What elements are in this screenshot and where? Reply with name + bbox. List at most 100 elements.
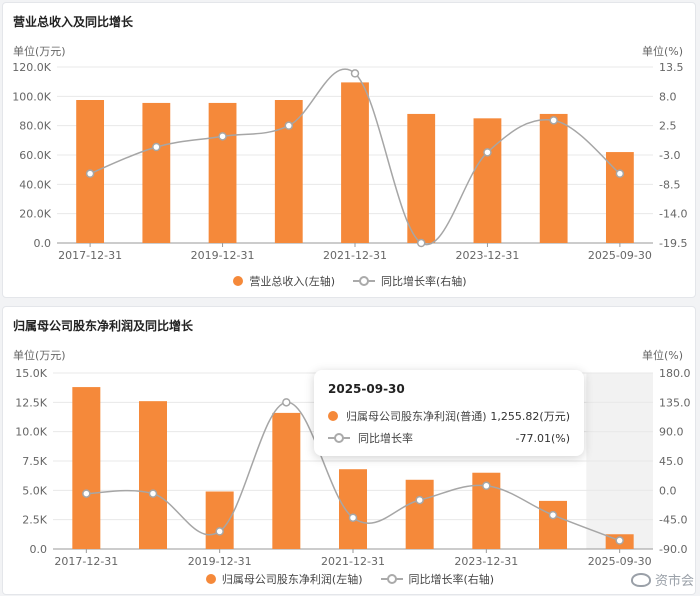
left-tick-label: 10.0K bbox=[15, 426, 47, 439]
x-tick-label: 2025-09-30 bbox=[588, 555, 652, 568]
tooltip-label: 归属母公司股东净利润(普通) bbox=[346, 410, 487, 423]
growth-point[interactable] bbox=[348, 513, 358, 522]
right-tick-label: 2.5 bbox=[659, 120, 677, 133]
right-tick-label: -45.0 bbox=[659, 514, 687, 527]
growth-point[interactable] bbox=[148, 489, 158, 498]
tooltip-line-icon bbox=[328, 433, 350, 443]
right-tick-label: -3.0 bbox=[659, 149, 680, 162]
tooltip-bar-icon bbox=[328, 411, 338, 421]
right-tick-label: 8.0 bbox=[659, 90, 677, 103]
legend-label: 同比增长率(右轴) bbox=[408, 573, 495, 586]
legend-item-growth[interactable]: 同比增长率(右轴) bbox=[380, 571, 495, 587]
left-tick-label: 0.0 bbox=[30, 543, 48, 556]
growth-point[interactable] bbox=[82, 489, 91, 498]
legend-item-growth[interactable]: 同比增长率(右轴) bbox=[353, 273, 467, 289]
legend-label: 归属母公司股东净利润(左轴) bbox=[221, 573, 363, 586]
right-tick-label: -8.5 bbox=[659, 178, 680, 191]
growth-point[interactable] bbox=[548, 510, 558, 520]
left-tick-label: 80.0K bbox=[19, 120, 51, 133]
x-tick-label: 2023-12-31 bbox=[455, 249, 519, 262]
left-tick-label: 12.5K bbox=[15, 396, 47, 409]
right-tick-label: 135.0 bbox=[659, 396, 691, 409]
left-axis-unit: 单位(万元) bbox=[13, 45, 66, 58]
chart-tooltip: 2025-09-30 归属母公司股东净利润(普通) 1,255.82(万元) 同… bbox=[314, 370, 584, 456]
right-tick-label: 90.0 bbox=[659, 426, 684, 439]
growth-point[interactable] bbox=[549, 116, 558, 125]
growth-point[interactable] bbox=[615, 169, 625, 178]
tooltip-value: -77.01(%) bbox=[515, 431, 571, 445]
growth-point[interactable] bbox=[282, 398, 291, 407]
bar[interactable] bbox=[339, 469, 367, 549]
growth-line bbox=[86, 401, 620, 542]
growth-point[interactable] bbox=[483, 148, 492, 157]
bar[interactable] bbox=[139, 401, 167, 549]
legend-item-revenue[interactable]: 营业总收入(左轴) bbox=[233, 273, 335, 289]
watermark-text: 资市会 bbox=[654, 574, 694, 589]
bar[interactable] bbox=[272, 412, 301, 549]
left-tick-label: 40.0K bbox=[19, 178, 51, 191]
legend-bar-icon bbox=[233, 276, 244, 286]
bar[interactable] bbox=[407, 113, 436, 243]
growth-point[interactable] bbox=[416, 238, 426, 248]
left-tick-label: 7.5K bbox=[22, 455, 47, 468]
left-tick-label: 0.0 bbox=[34, 237, 52, 250]
bar[interactable] bbox=[341, 82, 369, 244]
tooltip-row-growth: 同比增长率 -77.01(%) bbox=[328, 430, 570, 446]
bar[interactable] bbox=[473, 118, 502, 243]
growth-point[interactable] bbox=[350, 69, 360, 78]
right-tick-label: -14.0 bbox=[659, 208, 687, 221]
tooltip-value: 1,255.82(万元) bbox=[490, 410, 570, 423]
legend-line-icon bbox=[380, 574, 403, 584]
left-tick-label: 120.0K bbox=[12, 61, 51, 74]
right-axis-unit: 单位(%) bbox=[641, 349, 683, 362]
watermark: 资市会 bbox=[630, 570, 694, 589]
right-tick-label: 0.0 bbox=[659, 484, 677, 497]
left-tick-label: 100.0K bbox=[12, 90, 51, 103]
revenue-chart[interactable]: 120.0K 13.5 100.0K 8.0 80.0K 2.5 60.0K -3.0 40.0… bbox=[3, 3, 697, 299]
right-tick-label: 45.0 bbox=[659, 455, 684, 468]
growth-point[interactable] bbox=[152, 142, 161, 152]
growth-line bbox=[89, 68, 621, 246]
revenue-chart-panel: 营业总收入及同比增长 单位(万元) 单位(%) 120.0K 13.5 100.0K… bbox=[2, 2, 696, 298]
weibo-icon bbox=[630, 572, 651, 587]
bar[interactable] bbox=[208, 102, 237, 243]
bar[interactable] bbox=[142, 102, 171, 243]
growth-point[interactable] bbox=[218, 132, 227, 141]
x-tick-label: 2019-12-31 bbox=[191, 249, 255, 262]
right-tick-label: -90.0 bbox=[659, 543, 687, 556]
growth-point[interactable] bbox=[215, 527, 224, 536]
tooltip-label: 同比增长率 bbox=[358, 432, 413, 445]
growth-point[interactable] bbox=[415, 495, 424, 505]
legend-item-profit[interactable]: 归属母公司股东净利润(左轴) bbox=[205, 571, 363, 587]
growth-point[interactable] bbox=[482, 481, 491, 491]
left-tick-label: 20.0K bbox=[19, 208, 51, 221]
right-tick-label: 13.5 bbox=[659, 61, 684, 74]
legend-label: 营业总收入(左轴) bbox=[249, 275, 335, 288]
left-tick-label: 5.0K bbox=[22, 484, 47, 497]
legend: 营业总收入(左轴) 同比增长率(右轴) bbox=[3, 273, 697, 289]
left-tick-label: 15.0K bbox=[15, 367, 47, 380]
growth-point[interactable] bbox=[85, 169, 95, 178]
bar[interactable] bbox=[405, 479, 434, 549]
legend-bar-icon bbox=[205, 574, 216, 584]
x-tick-label: 2017-12-31 bbox=[54, 555, 118, 568]
bar[interactable] bbox=[605, 152, 634, 243]
right-tick-label: -19.5 bbox=[659, 237, 687, 250]
legend: 归属母公司股东净利润(左轴) 同比增长率(右轴) bbox=[3, 571, 697, 587]
left-tick-label: 60.0K bbox=[19, 149, 51, 162]
chart-title: 营业总收入及同比增长 bbox=[13, 15, 134, 29]
x-tick-label: 2017-12-31 bbox=[58, 249, 122, 262]
bar[interactable] bbox=[539, 113, 568, 243]
right-axis-unit: 单位(%) bbox=[641, 45, 683, 58]
growth-point[interactable] bbox=[284, 121, 294, 130]
chart-title: 归属母公司股东净利润及同比增长 bbox=[13, 319, 194, 333]
legend-line-icon bbox=[353, 276, 375, 286]
x-tick-label: 2019-12-31 bbox=[188, 555, 252, 568]
bar[interactable] bbox=[72, 387, 101, 549]
tooltip-date: 2025-09-30 bbox=[328, 382, 405, 396]
left-axis-unit: 单位(万元) bbox=[13, 349, 66, 362]
bar[interactable] bbox=[539, 500, 567, 549]
legend-label: 同比增长率(右轴) bbox=[381, 275, 467, 288]
left-tick-label: 2.5K bbox=[22, 514, 47, 527]
growth-point[interactable] bbox=[615, 536, 624, 545]
